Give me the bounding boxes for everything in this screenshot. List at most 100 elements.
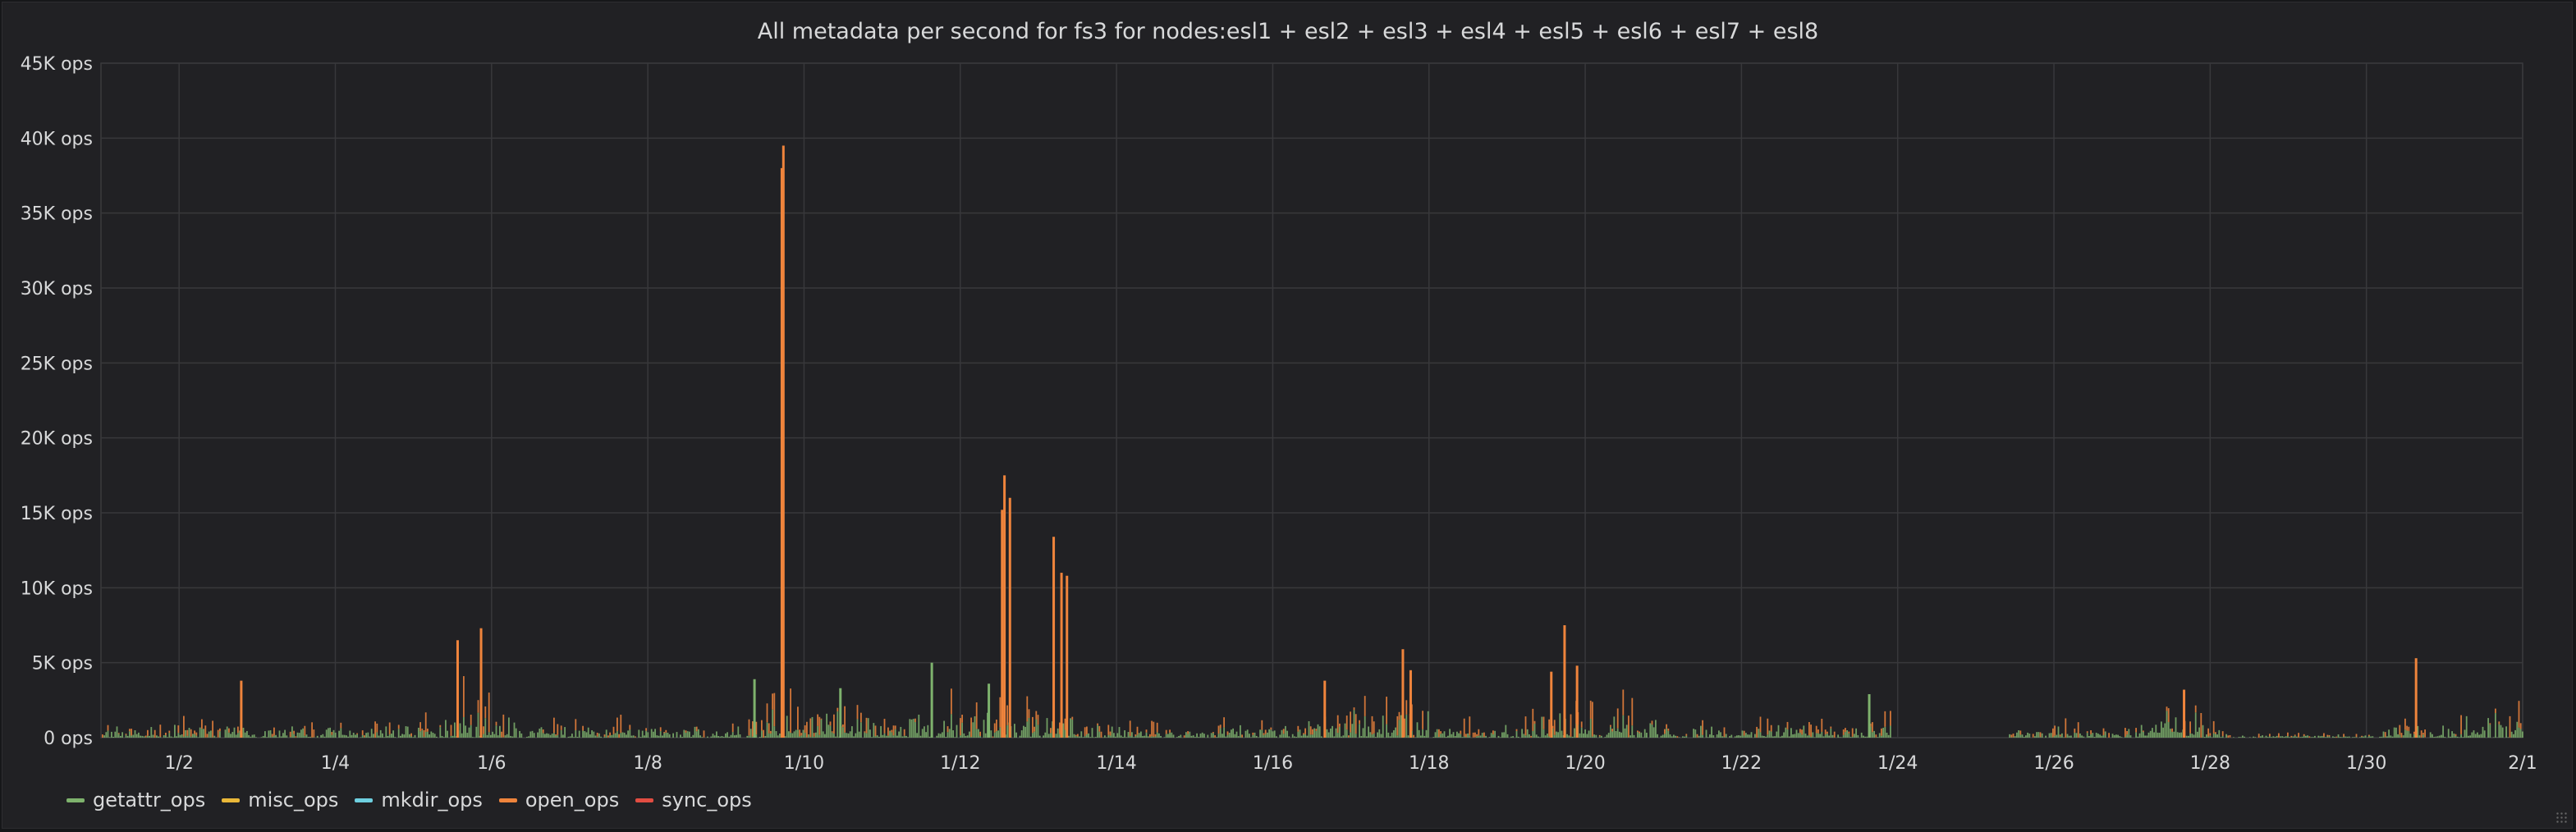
- bar-getattr_ops: [844, 732, 846, 738]
- bar-getattr_ops: [1377, 732, 1378, 738]
- bar-getattr_ops: [1822, 736, 1825, 738]
- bar-open_ops: [761, 720, 763, 731]
- bar-getattr_ops: [1308, 720, 1310, 738]
- bar-getattr_ops: [2325, 737, 2326, 738]
- legend-item-open_ops[interactable]: open_ops: [498, 789, 619, 811]
- bar-getattr_ops: [710, 736, 713, 738]
- bar-open_ops: [2408, 726, 2410, 731]
- bar-getattr_ops: [809, 737, 812, 738]
- bar-getattr_ops: [813, 736, 815, 738]
- bar-getattr_ops: [737, 726, 740, 738]
- legend-item-misc_ops[interactable]: misc_ops: [222, 789, 338, 811]
- bar-open_ops: [304, 725, 306, 736]
- bar-getattr_ops: [969, 731, 970, 738]
- bar-getattr_ops: [598, 733, 600, 738]
- bar-getattr_ops: [116, 726, 118, 738]
- bar-getattr_ops: [168, 733, 171, 738]
- bar-getattr_ops: [1272, 731, 1274, 738]
- bar-getattr_ops: [1492, 734, 1494, 738]
- bar-getattr_ops: [936, 735, 938, 738]
- bar-open_ops: [1241, 734, 1243, 738]
- bar-getattr_ops: [645, 730, 647, 738]
- bar-open_ops: [575, 719, 577, 730]
- bar-open_ops-spike: [782, 145, 785, 738]
- bar-open_ops: [1890, 711, 1891, 726]
- bar-getattr_ops: [2478, 734, 2480, 738]
- bar-getattr_ops: [2095, 733, 2097, 738]
- bar-getattr_ops: [575, 729, 577, 738]
- bar-getattr_ops: [542, 733, 544, 738]
- bar-getattr_ops: [2170, 729, 2171, 738]
- bar-getattr_ops: [1799, 733, 1801, 738]
- legend-item-mkdir_ops[interactable]: mkdir_ops: [355, 789, 483, 811]
- bar-open_ops: [1570, 714, 1572, 737]
- bar-getattr_ops: [818, 734, 821, 738]
- bar-getattr_ops: [1436, 729, 1438, 738]
- bar-open_ops: [1303, 733, 1304, 734]
- bar-open_ops: [2404, 718, 2406, 730]
- bar-getattr_ops: [1315, 730, 1318, 738]
- bar-getattr_ops: [190, 736, 192, 738]
- bar-getattr_ops: [429, 734, 430, 738]
- bar-open_ops: [2125, 728, 2126, 737]
- bar-getattr_ops: [369, 736, 371, 738]
- bar-getattr_ops: [544, 734, 546, 738]
- bar-getattr_ops: [1235, 731, 1238, 738]
- bar-open_ops: [374, 721, 376, 738]
- bar-getattr_ops: [334, 732, 337, 738]
- bar-getattr_ops: [1765, 736, 1767, 738]
- bar-getattr_ops: [621, 732, 624, 738]
- bar-getattr_ops: [343, 734, 346, 738]
- bar-getattr_ops: [1294, 736, 1295, 738]
- bar-open_ops: [2413, 731, 2415, 734]
- bar-getattr_ops: [1817, 733, 1819, 738]
- grid-lines: [100, 62, 2523, 738]
- bar-open_ops: [2065, 718, 2067, 738]
- bar-getattr_ops: [1698, 735, 1700, 738]
- bar-getattr_ops: [2242, 735, 2244, 738]
- bar-getattr_ops: [766, 722, 768, 738]
- bar-getattr_ops: [974, 715, 976, 738]
- bar-open_ops: [2422, 733, 2424, 735]
- bar-getattr_ops: [1657, 734, 1658, 738]
- bar-getattr_ops: [475, 726, 478, 738]
- bar-getattr_ops: [752, 736, 754, 738]
- bar-getattr_ops: [2014, 736, 2016, 738]
- bar-getattr_ops: [1440, 734, 1442, 738]
- bar-open_ops: [1759, 716, 1762, 733]
- bar-getattr_ops: [1333, 736, 1336, 738]
- bar-getattr_ops: [2104, 731, 2106, 738]
- bar-getattr_ops: [1506, 734, 1509, 738]
- bar-open_ops: [1542, 716, 1545, 729]
- bar-open_ops: [772, 693, 773, 710]
- bar-getattr_ops: [2092, 733, 2094, 738]
- bar-getattr_ops: [1180, 734, 1182, 738]
- bar-getattr_ops: [2102, 734, 2105, 738]
- resize-handle-icon[interactable]: [2555, 811, 2567, 823]
- bar-getattr_ops: [1309, 734, 1312, 738]
- bar-getattr_ops: [533, 733, 535, 738]
- bar-getattr_ops: [213, 735, 216, 738]
- bar-getattr_ops: [2432, 734, 2433, 738]
- bar-getattr_ops: [611, 734, 613, 738]
- bar-getattr_ops: [1557, 732, 1559, 738]
- legend-item-getattr_ops[interactable]: getattr_ops: [66, 789, 205, 811]
- bar-getattr_ops: [539, 728, 541, 738]
- bar-getattr_ops: [1592, 736, 1593, 738]
- bar-getattr_ops: [993, 732, 996, 738]
- bar-getattr_ops: [1497, 735, 1500, 738]
- bar-getattr_ops: [2059, 736, 2061, 738]
- bar-open_ops: [804, 725, 806, 734]
- bar-getattr_ops: [777, 735, 779, 738]
- bar-getattr_ops: [1304, 734, 1306, 738]
- bar-getattr_ops: [746, 735, 749, 738]
- bar-open_ops: [1035, 711, 1038, 720]
- bar-open_ops: [1386, 697, 1387, 725]
- bar-open_ops: [2303, 734, 2305, 737]
- legend-label: mkdir_ops: [381, 789, 483, 811]
- bar-getattr_ops: [1720, 732, 1721, 738]
- bar-getattr_ops: [1810, 736, 1812, 738]
- legend-item-sync_ops[interactable]: sync_ops: [635, 789, 752, 811]
- bar-getattr_ops: [492, 731, 493, 738]
- bar-getattr_ops: [1873, 730, 1875, 738]
